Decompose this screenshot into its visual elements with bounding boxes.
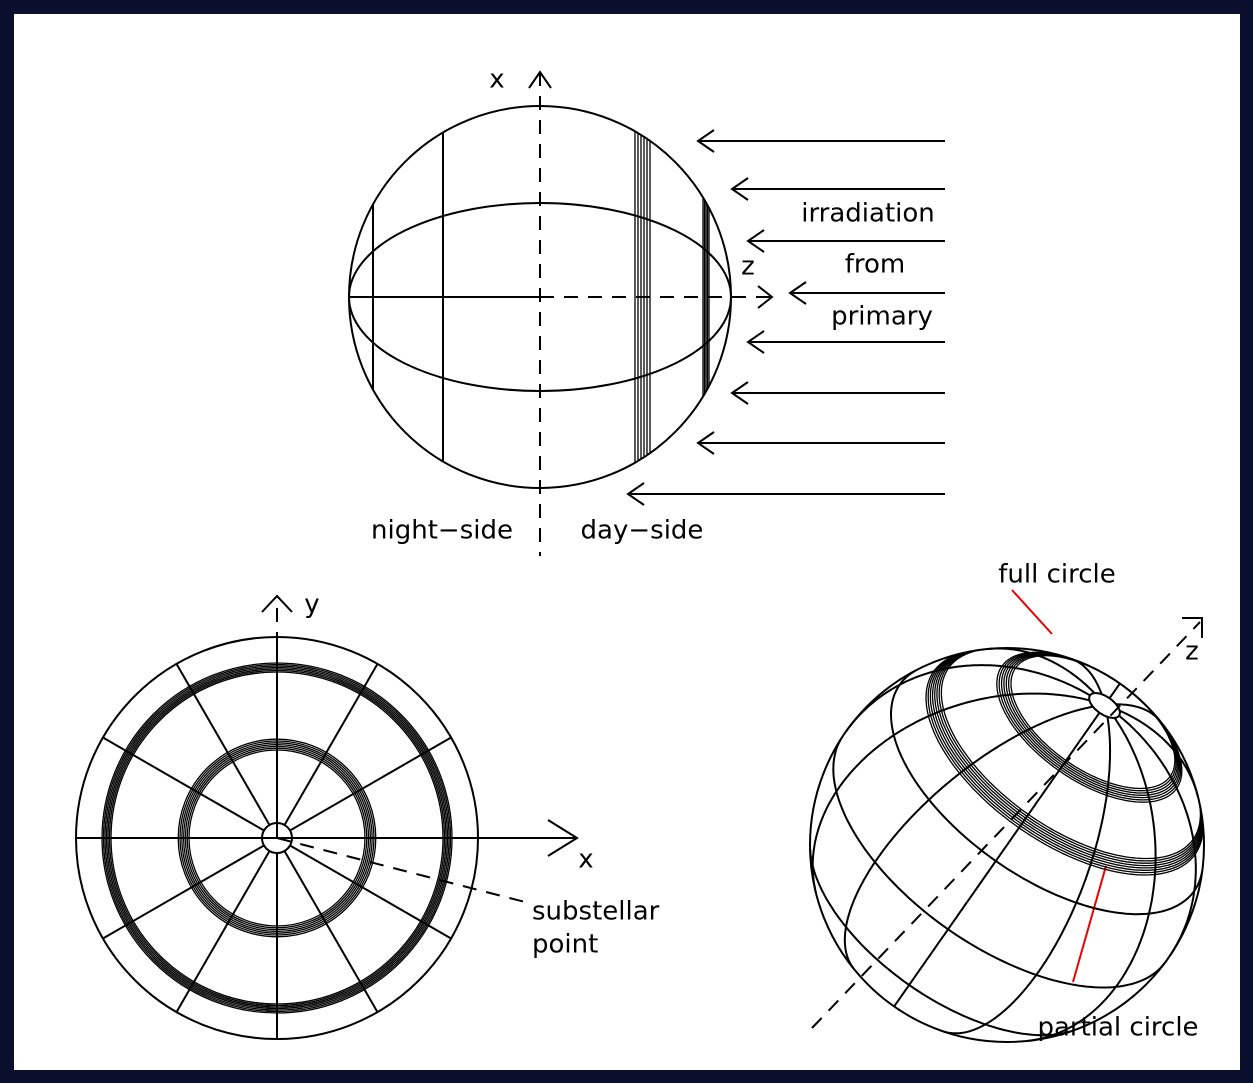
meridian (987, 647, 1096, 694)
partial-circle-line (929, 650, 1203, 871)
pointer (276, 837, 526, 903)
arrowhead (788, 281, 807, 305)
latitude (832, 737, 1165, 989)
radial (175, 663, 271, 826)
arrowhead (626, 482, 645, 506)
partial-circle-line (938, 649, 1202, 862)
panel (14, 14, 1240, 1070)
arrowhead (696, 431, 715, 455)
label: z (1185, 637, 1199, 667)
arrowhead (730, 381, 749, 405)
partial-circle-line (927, 651, 1204, 874)
arrowhead (1182, 617, 1203, 638)
label: y (304, 590, 319, 620)
polar-circle (1088, 692, 1121, 719)
meridian (845, 664, 1091, 732)
latitude (890, 669, 1204, 916)
label: full circle (998, 560, 1116, 590)
partial-circle-line (936, 649, 1202, 864)
meridian (1028, 717, 1157, 1042)
label: x (578, 845, 593, 875)
full-circle-line (996, 651, 1183, 803)
arrowhead (746, 330, 765, 354)
arrowhead (730, 177, 749, 201)
meridian (893, 712, 1101, 1008)
partial-circle-line (934, 649, 1203, 867)
label: irradiation (801, 199, 935, 229)
label: x (489, 65, 504, 95)
radial (102, 844, 265, 940)
leader (1072, 865, 1107, 983)
label: z (741, 252, 755, 282)
oblique-view: z full circle partial circle (809, 560, 1205, 1043)
label: substellar (532, 897, 660, 927)
meridian (1118, 714, 1197, 958)
radial (283, 850, 379, 1013)
top-view: x z irradiation from primary night−side … (348, 65, 945, 556)
arrowhead (746, 229, 765, 253)
radial (175, 850, 271, 1013)
partial-circle-line (940, 648, 1202, 860)
partial-circle-line (925, 652, 1204, 876)
label: partial circle (1037, 1013, 1198, 1043)
meridian (811, 692, 1090, 893)
radial (289, 844, 452, 940)
partial-circle-line (931, 650, 1203, 869)
radial (102, 736, 265, 832)
face-view: y x substellar point (75, 590, 660, 1040)
meridian (1108, 682, 1121, 699)
arrowhead (696, 129, 715, 153)
label: from (845, 250, 906, 280)
radial (289, 736, 452, 832)
full-circle-line (1007, 654, 1177, 792)
label: primary (831, 302, 933, 332)
z-axis (811, 621, 1201, 1029)
meridian (1119, 709, 1199, 797)
latitude (809, 849, 1071, 1037)
leader (1011, 589, 1053, 635)
radial (283, 663, 379, 826)
label: night−side (371, 516, 513, 546)
arrowhead (757, 285, 774, 309)
label: point (532, 930, 598, 960)
label: day−side (581, 516, 704, 546)
arrowhead (261, 594, 293, 613)
arrowhead (528, 70, 552, 89)
arrowhead (547, 819, 579, 857)
